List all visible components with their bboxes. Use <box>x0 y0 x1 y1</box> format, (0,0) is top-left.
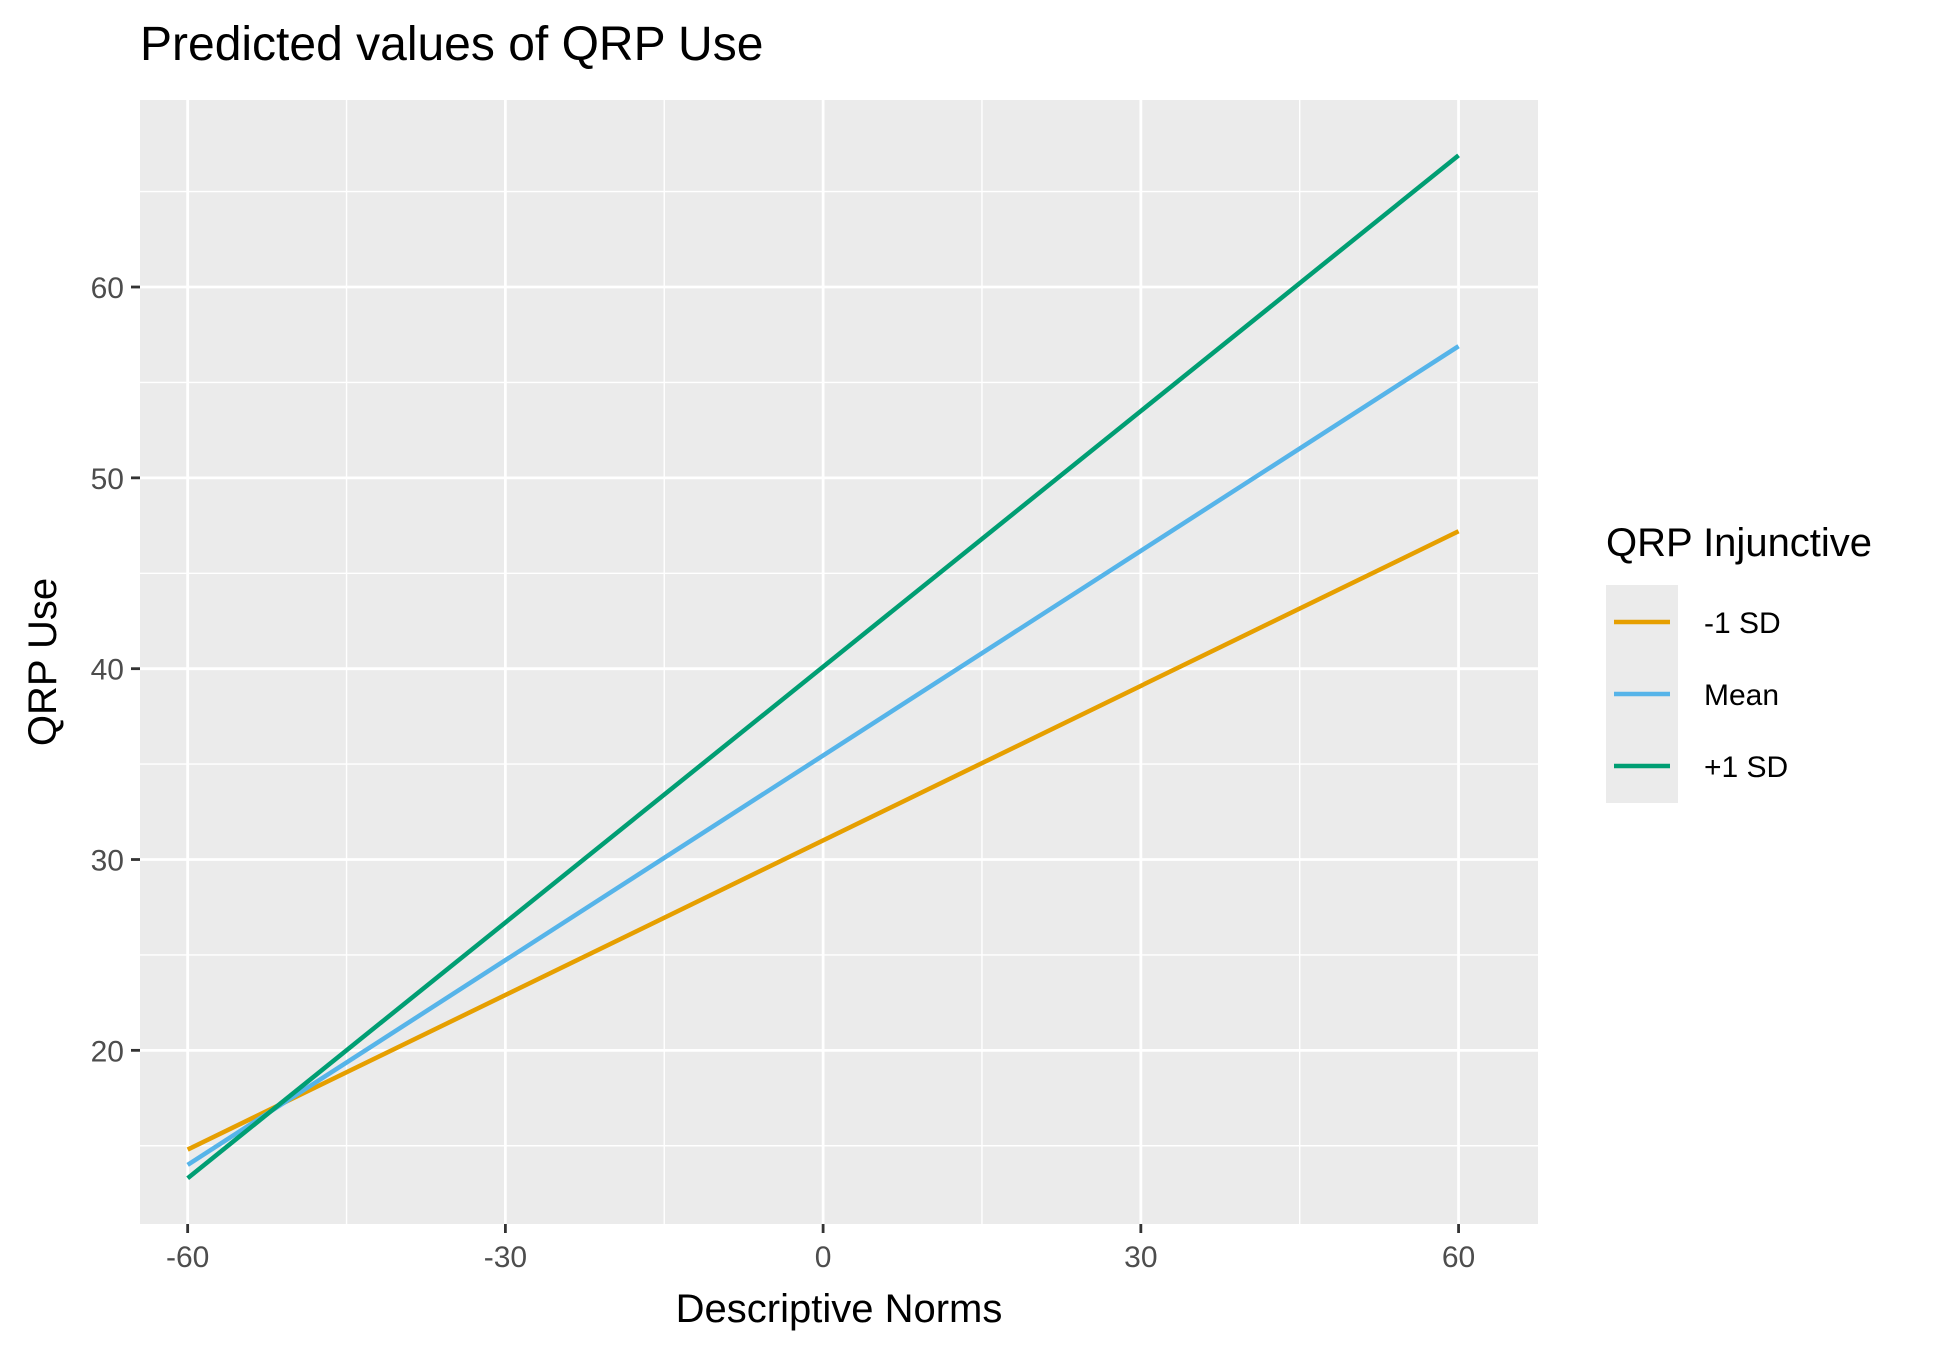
plot-panel <box>140 100 1538 1224</box>
y-tick-label: 30 <box>91 845 124 878</box>
legend: QRP Injunctive -1 SD Mean +1 SD <box>1606 521 1872 803</box>
x-tick-label: 60 <box>1442 1241 1475 1274</box>
x-tick-label: 30 <box>1124 1241 1157 1274</box>
x-axis: -60 -30 0 30 60 <box>166 1224 1475 1274</box>
series-line <box>186 529 1460 1152</box>
x-tick-label: -30 <box>484 1241 527 1274</box>
y-tick-label: 60 <box>91 272 124 305</box>
x-tick-label: 0 <box>815 1241 832 1274</box>
y-axis: 20 30 40 50 60 <box>91 272 140 1068</box>
y-tick-label: 20 <box>91 1035 124 1068</box>
chart-title: Predicted values of QRP Use <box>140 18 763 71</box>
legend-label: Mean <box>1704 679 1779 712</box>
y-tick-label: 40 <box>91 654 124 687</box>
series-line <box>186 344 1460 1167</box>
x-tick-label: -60 <box>166 1241 209 1274</box>
series-lines <box>186 153 1460 1180</box>
legend-items: -1 SD Mean +1 SD <box>1614 607 1788 784</box>
legend-label: -1 SD <box>1704 607 1781 640</box>
series-line <box>186 153 1460 1180</box>
y-axis-title: QRP Use <box>21 578 65 746</box>
legend-title: QRP Injunctive <box>1606 521 1872 565</box>
legend-label: +1 SD <box>1704 751 1788 784</box>
major-gridlines <box>140 100 1538 1224</box>
x-axis-title: Descriptive Norms <box>676 1287 1003 1331</box>
y-tick-label: 50 <box>91 463 124 496</box>
